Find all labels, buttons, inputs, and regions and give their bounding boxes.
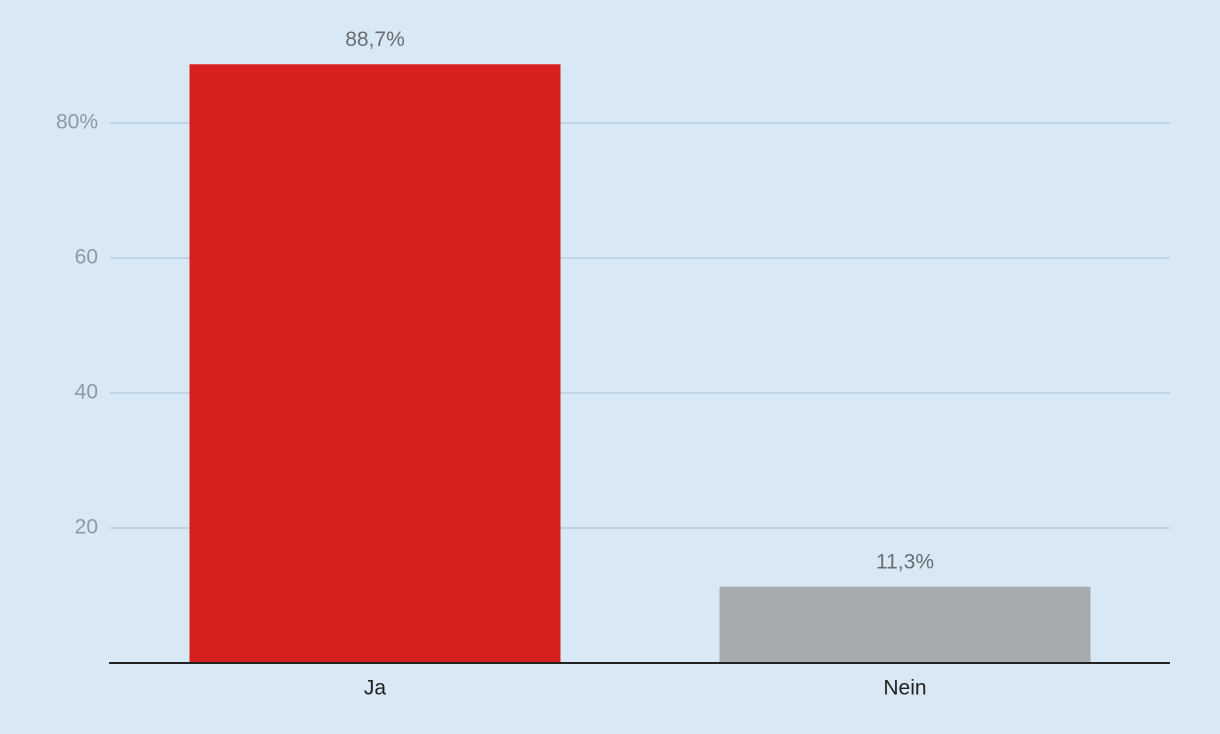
x-tick-label: Nein	[883, 677, 926, 700]
bar	[719, 586, 1091, 663]
bars	[189, 64, 1091, 663]
y-tick-label: 20	[75, 516, 98, 539]
x-tick-label: Ja	[364, 677, 387, 700]
value-label: 11,3%	[876, 550, 934, 573]
value-label: 88,7%	[345, 28, 405, 51]
y-tick-label: 40	[75, 381, 98, 404]
y-tick-label: 80%	[56, 111, 98, 134]
bar	[189, 64, 561, 663]
y-tick-label: 60	[75, 246, 98, 269]
